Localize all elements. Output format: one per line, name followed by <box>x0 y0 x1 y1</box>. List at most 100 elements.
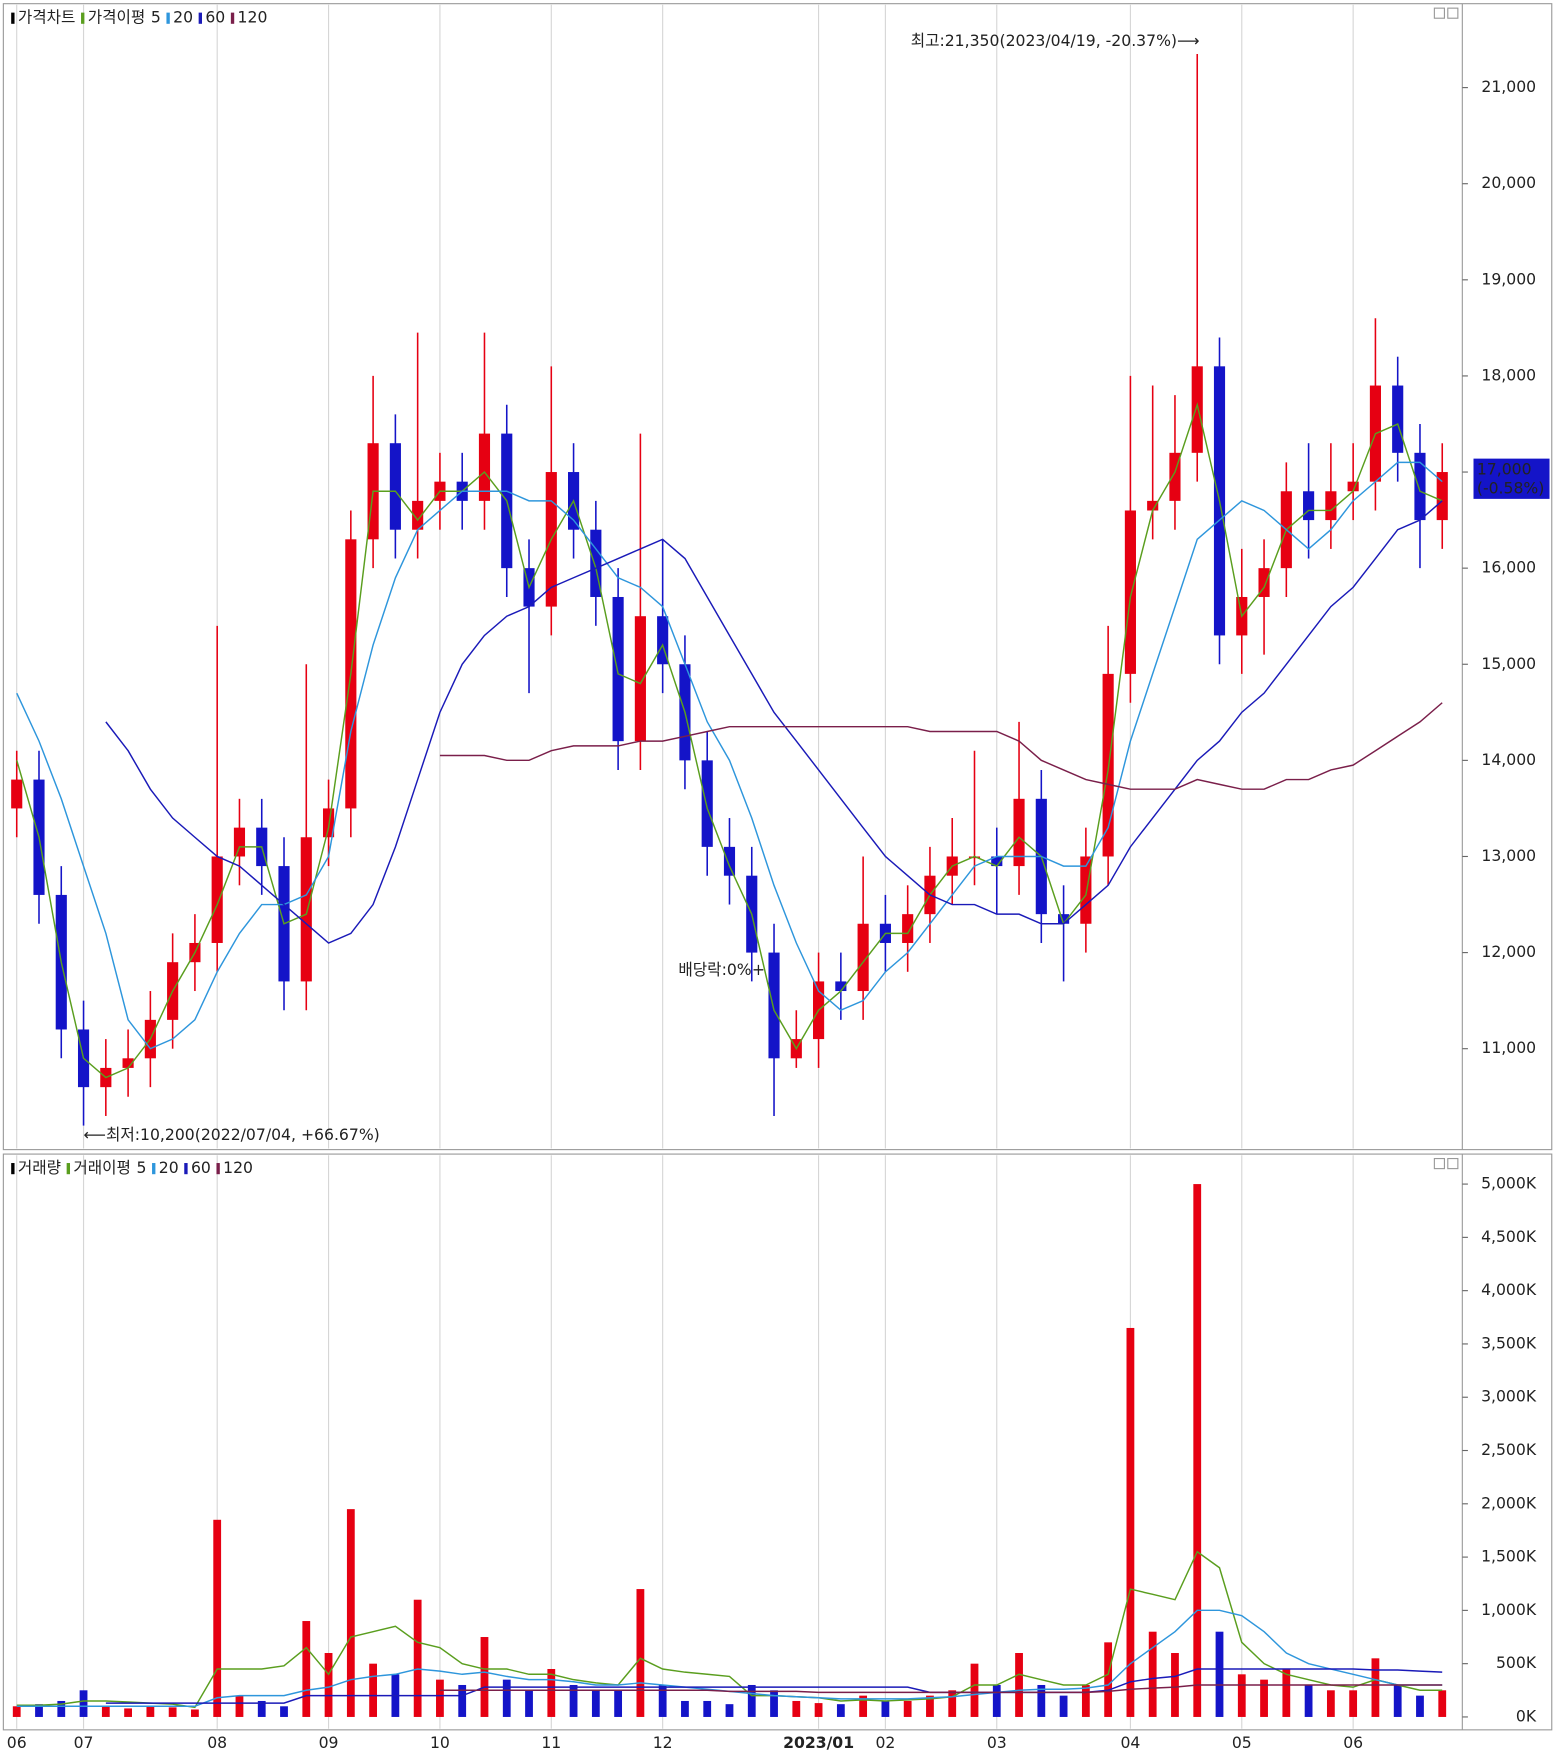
y-tick-label: 11,000 <box>1481 1038 1536 1057</box>
min-annotation: ⟵최저:10,200(2022/07/04, +66.67%) <box>84 1125 380 1144</box>
legend-marker <box>11 12 15 24</box>
y-tick-label: 20,000 <box>1481 173 1536 192</box>
volume-bar <box>948 1690 957 1717</box>
volume-bar <box>1215 1631 1224 1717</box>
x-tick-label: 12 <box>653 1733 673 1752</box>
x-tick-label: 06 <box>1343 1733 1363 1752</box>
panel-minimize-button[interactable] <box>1433 7 1445 19</box>
y-tick-label: 5,000K <box>1481 1174 1537 1193</box>
volume-bar <box>79 1690 88 1717</box>
volume-bar <box>1416 1695 1424 1717</box>
volume-bar <box>636 1589 645 1717</box>
panel-close-button[interactable] <box>1447 1157 1459 1170</box>
legend-marker <box>198 12 203 24</box>
volume-bar <box>881 1700 890 1717</box>
volume-bar <box>1326 1690 1335 1717</box>
x-tick-label: 2023/01 <box>783 1733 854 1752</box>
volume-bar <box>1037 1684 1046 1717</box>
candle-body <box>1392 385 1404 453</box>
volume-bar <box>1193 1184 1202 1717</box>
volume-bar <box>859 1695 868 1717</box>
volume-bar <box>235 1695 244 1717</box>
volume-bar <box>569 1684 578 1717</box>
y-tick-label: 2,500K <box>1481 1440 1537 1459</box>
volume-bar <box>1304 1684 1313 1717</box>
volume-bar <box>792 1700 801 1717</box>
volume-bar <box>168 1707 177 1717</box>
volume-bar <box>124 1708 132 1717</box>
x-tick-label: 04 <box>1120 1733 1140 1752</box>
legend-marker <box>11 1163 15 1175</box>
volume-bar <box>101 1706 110 1717</box>
y-tick-label: 12,000 <box>1481 942 1536 961</box>
legend-label: 120 <box>223 1158 253 1177</box>
legend-marker <box>81 12 85 24</box>
volume-panel-border <box>2 1153 1553 1731</box>
volume-bar <box>681 1700 689 1717</box>
volume-bar <box>1438 1690 1447 1717</box>
candle-body <box>657 616 669 665</box>
x-tick-label: 03 <box>987 1733 1007 1752</box>
moving-average-line <box>16 402 1443 1079</box>
candle-body <box>1169 452 1181 501</box>
x-tick-label: 02 <box>875 1733 895 1752</box>
y-tick-label: 4,000K <box>1481 1280 1537 1299</box>
volume-bar <box>1148 1631 1157 1717</box>
y-tick-label: 2,000K <box>1481 1493 1537 1512</box>
last-price-label: 17,000 <box>1477 459 1532 478</box>
candle-body <box>1191 366 1203 453</box>
candle-body <box>902 914 914 943</box>
volume-bar <box>191 1709 199 1717</box>
candle-body <box>211 856 223 943</box>
legend-label: 60 <box>205 8 225 27</box>
legend-label: 120 <box>238 8 268 27</box>
volume-bar <box>280 1706 288 1717</box>
panel-minimize-button[interactable] <box>1433 1157 1445 1170</box>
volume-bar <box>836 1704 845 1717</box>
x-tick-label: 08 <box>207 1733 227 1752</box>
y-tick-label: 4,500K <box>1481 1227 1537 1246</box>
volume-bar <box>770 1690 778 1717</box>
legend-label: 20 <box>159 1158 179 1177</box>
y-tick-label: 500K <box>1496 1653 1537 1672</box>
panel-close-button[interactable] <box>1447 7 1459 19</box>
last-price-change: (-0.58%) <box>1477 478 1545 497</box>
candle-body <box>968 856 981 859</box>
max-annotation: 최고:21,350(2023/04/19, -20.37%)⟶ <box>911 31 1200 50</box>
price-panel-border <box>2 3 1553 1151</box>
volume-bar <box>480 1637 489 1717</box>
candle-body <box>1013 798 1025 867</box>
y-tick-label: 18,000 <box>1481 365 1536 384</box>
legend-label: 5 <box>137 1158 147 1177</box>
volume-bar <box>369 1663 378 1717</box>
volume-bar <box>658 1684 667 1717</box>
candle-body <box>768 952 780 1059</box>
legend-marker <box>66 1163 71 1175</box>
volume-bar <box>57 1700 66 1717</box>
legend-label: 20 <box>173 8 193 27</box>
candle-body <box>1058 914 1070 924</box>
volume-bar <box>814 1703 823 1717</box>
y-tick-label: 16,000 <box>1481 558 1536 577</box>
candle-body <box>857 923 869 992</box>
x-tick-label: 06 <box>7 1733 27 1752</box>
y-tick-label: 13,000 <box>1481 846 1536 865</box>
volume-bar <box>413 1599 422 1717</box>
candle-body <box>1258 568 1270 597</box>
volume-bar <box>1371 1658 1380 1717</box>
volume-bar <box>591 1690 600 1717</box>
y-tick-label: 14,000 <box>1481 750 1536 769</box>
candle-body <box>1325 491 1337 521</box>
candle-body <box>233 827 246 857</box>
candle-body <box>991 856 1003 867</box>
dividend-annotation: 배당락:0% <box>678 960 751 979</box>
dividend-marker: + <box>752 960 765 979</box>
y-tick-label: 1,500K <box>1481 1547 1537 1566</box>
y-tick-label: 19,000 <box>1481 269 1536 288</box>
volume-bar <box>35 1704 43 1717</box>
legend-label: 거래량 <box>18 1158 61 1177</box>
volume-bar <box>992 1684 1001 1717</box>
